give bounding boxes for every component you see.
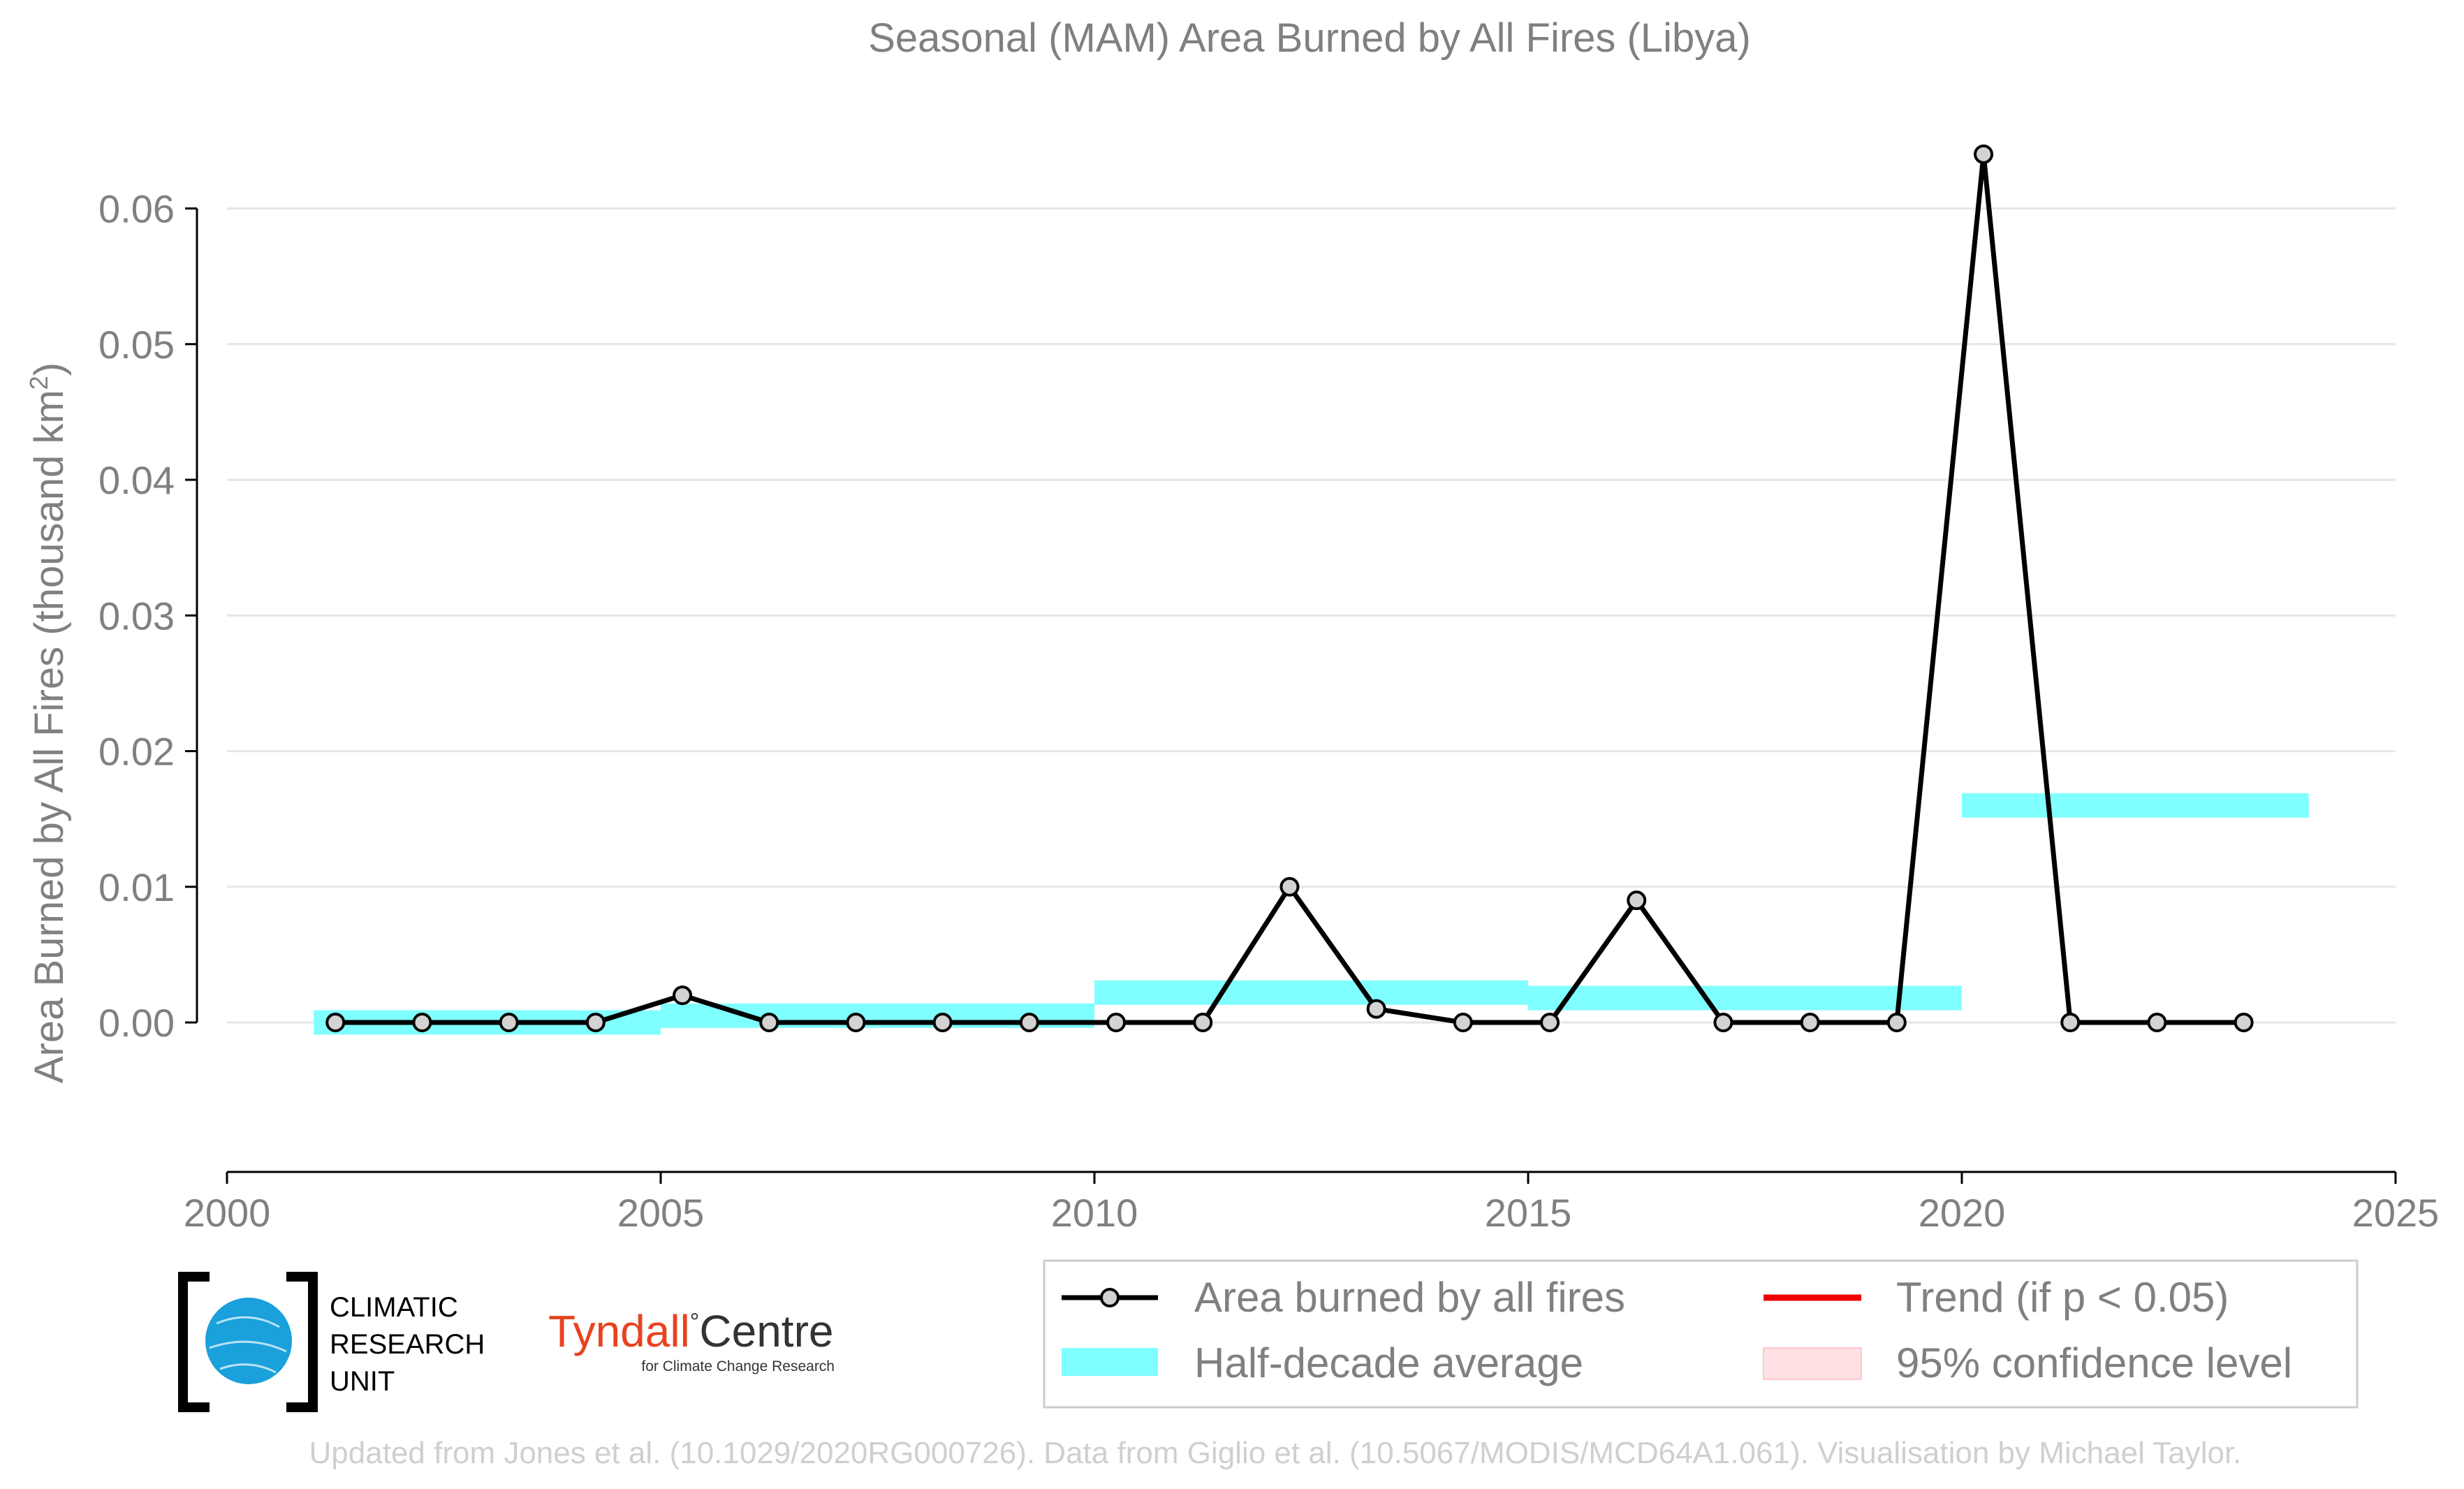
axes: 0.00 0.01 0.02 0.03 0.04 0.05 0.06 2000 2005 2010… — [98, 187, 2439, 1235]
data-point — [412, 1012, 432, 1032]
data-point — [499, 1012, 519, 1032]
data-point — [2147, 1012, 2167, 1032]
data-point — [932, 1012, 953, 1032]
globe-swirl-lines — [209, 1316, 287, 1374]
data-point — [2234, 1012, 2254, 1032]
data-point — [325, 1012, 346, 1032]
cru-text-line2: RESEARCH — [330, 1329, 485, 1360]
data-point — [1800, 1012, 1820, 1032]
y-axis-label-close: ) — [27, 362, 72, 376]
data-point — [759, 1012, 779, 1032]
data-point — [1974, 144, 1994, 164]
x-tick-label: 2000 — [184, 1191, 271, 1235]
legend-label-trend: Trend (if p < 0.05) — [1896, 1274, 2229, 1321]
y-tick-label: 0.06 — [98, 187, 175, 231]
y-tick-label: 0.05 — [98, 323, 175, 367]
half-decade-bands — [314, 793, 2309, 1035]
x-tick-label: 2020 — [1919, 1191, 2006, 1235]
data-point — [1886, 1012, 1907, 1032]
data-point — [1453, 1012, 1473, 1032]
cru-logo: CLIMATIC RESEARCH UNIT — [178, 1272, 485, 1412]
x-tick-label: 2005 — [617, 1191, 705, 1235]
legend-box — [1043, 1259, 2359, 1409]
tyndall-wordmark: Tyndall°Centre — [548, 1306, 833, 1356]
tyndall-degree: ° — [690, 1309, 700, 1335]
data-point — [673, 985, 693, 1006]
data-point — [1366, 999, 1386, 1019]
data-point — [1540, 1012, 1560, 1032]
data-point — [846, 1012, 866, 1032]
tyndall-logo: Tyndall°Centre for Climate Change Resear… — [548, 1306, 835, 1374]
legend-marker-swatch — [1100, 1288, 1120, 1307]
gridlines — [227, 207, 2396, 1024]
y-tick-label: 0.04 — [98, 458, 175, 502]
legend: Area burned by all fires Trend (if p < 0… — [1043, 1259, 2359, 1409]
y-tick-label: 0.00 — [98, 1001, 175, 1045]
y-axis-label-superscript: 2 — [24, 376, 53, 390]
legend-label-area-burned: Area burned by all fires — [1194, 1274, 1625, 1321]
x-tick-label: 2025 — [2352, 1191, 2440, 1235]
y-tick-label: 0.02 — [98, 730, 175, 774]
half-decade-average-bar — [1962, 793, 2309, 818]
data-point — [1019, 1012, 1039, 1032]
data-point — [1193, 1012, 1213, 1032]
legend-confidence-swatch — [1763, 1347, 1862, 1380]
y-tick-label: 0.01 — [98, 865, 175, 909]
cru-text-line1: CLIMATIC — [330, 1292, 458, 1323]
cru-bracket-mark — [178, 1272, 318, 1412]
legend-label-half-decade: Half-decade average — [1194, 1340, 1583, 1386]
x-tick-label: 2010 — [1051, 1191, 1138, 1235]
legend-label-confidence: 95% confidence level — [1896, 1340, 2292, 1386]
data-point — [1713, 1012, 1733, 1032]
series-points — [325, 144, 2254, 1032]
y-axis-label: Area Burned by All Fires (thousand km2) — [24, 362, 72, 1083]
data-point — [1279, 876, 1300, 897]
tyndall-subtitle: for Climate Change Research — [641, 1358, 835, 1374]
x-tick-label: 2015 — [1485, 1191, 1572, 1235]
data-point — [1106, 1012, 1127, 1032]
data-point — [2060, 1012, 2081, 1032]
tyndall-word: Tyndall — [548, 1306, 690, 1356]
chart-title: Seasonal (MAM) Area Burned by All Fires … — [868, 15, 1751, 61]
data-point — [585, 1012, 606, 1032]
half-decade-average-bar — [1528, 985, 1962, 1011]
y-tick-label: 0.03 — [98, 594, 175, 638]
half-decade-average-bar — [1094, 980, 1528, 1005]
data-point — [1627, 890, 1647, 911]
cru-text-line3: UNIT — [330, 1366, 395, 1397]
tyndall-centre: Centre — [699, 1306, 833, 1356]
footer-credit: Updated from Jones et al. (10.1029/2020R… — [309, 1436, 2242, 1470]
y-axis-label-main: Area Burned by All Fires (thousand km — [27, 390, 72, 1083]
legend-half-decade-swatch — [1062, 1348, 1158, 1376]
